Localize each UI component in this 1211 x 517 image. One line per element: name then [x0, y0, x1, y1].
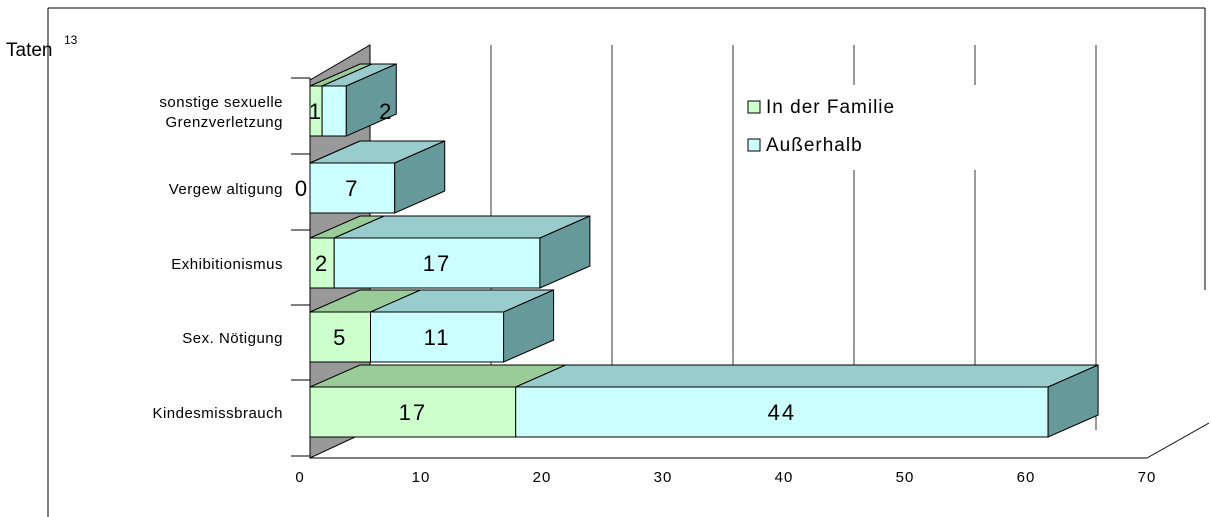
category-label: Sex. Nötigung — [182, 330, 283, 347]
bars: 17 445 112 170 71 2 — [295, 63, 1099, 438]
data-label-ausserhalb: 17 — [423, 251, 451, 276]
x-tick-label: 40 — [775, 469, 794, 486]
data-label-familie: 2 — [315, 251, 329, 276]
bar-side — [345, 63, 397, 137]
data-label-ausserhalb: 44 — [768, 400, 796, 425]
x-tick-label: 30 — [654, 469, 673, 486]
bar-group: 5 11 — [309, 289, 555, 363]
chart-frame — [47, 7, 1206, 517]
data-label-ausserhalb: 7 — [345, 176, 359, 201]
bar-group: 17 44 — [309, 364, 1099, 438]
data-label-ausserhalb: 11 — [424, 325, 451, 350]
legend-box — [736, 85, 976, 170]
data-label-ausserhalb: 2 — [379, 99, 393, 124]
x-tick-label: 70 — [1138, 469, 1157, 486]
x-tick-label: 60 — [1017, 469, 1036, 486]
category-label: Grenzverletzung — [165, 114, 283, 131]
x-tick-label: 20 — [533, 469, 552, 486]
data-label-familie: 5 — [333, 325, 347, 350]
bar-side — [503, 289, 555, 363]
bar-group: 2 17 — [309, 215, 591, 289]
floor-right-edge — [1146, 422, 1210, 459]
bar-side — [539, 215, 591, 289]
bar-ausserhalb-top — [515, 364, 1099, 388]
footnote-superscript: 13 — [64, 33, 78, 47]
footnote-label: Taten — [6, 40, 52, 61]
data-label-familie: 0 — [295, 176, 309, 201]
legend-label: Außerhalb — [766, 135, 863, 156]
x-tick-labels: 0 10 20 30 40 50 60 70 — [295, 469, 1157, 486]
bar-side — [1047, 364, 1099, 438]
category-labels: Kindesmissbrauch Sex. Nötigung Exhibitioni… — [152, 94, 283, 422]
category-label: Vergew altigung — [169, 181, 283, 198]
category-label: Exhibitionismus — [171, 256, 283, 273]
category-label: Kindesmissbrauch — [152, 405, 283, 422]
bar-ausserhalb — [321, 85, 347, 137]
x-tick-label: 10 — [412, 469, 431, 486]
legend-swatch — [747, 100, 761, 114]
category-label: sonstige sexuelle — [159, 94, 283, 111]
x-tick-label: 50 — [896, 469, 915, 486]
legend: In der Familie Außerhalb — [736, 85, 976, 170]
legend-swatch — [747, 138, 761, 152]
data-label-familie: 17 — [399, 400, 427, 425]
legend-label: In der Familie — [766, 97, 895, 118]
bar-side — [394, 140, 446, 214]
x-tick-label: 0 — [295, 469, 304, 486]
data-label-familie: 1 — [309, 99, 323, 124]
